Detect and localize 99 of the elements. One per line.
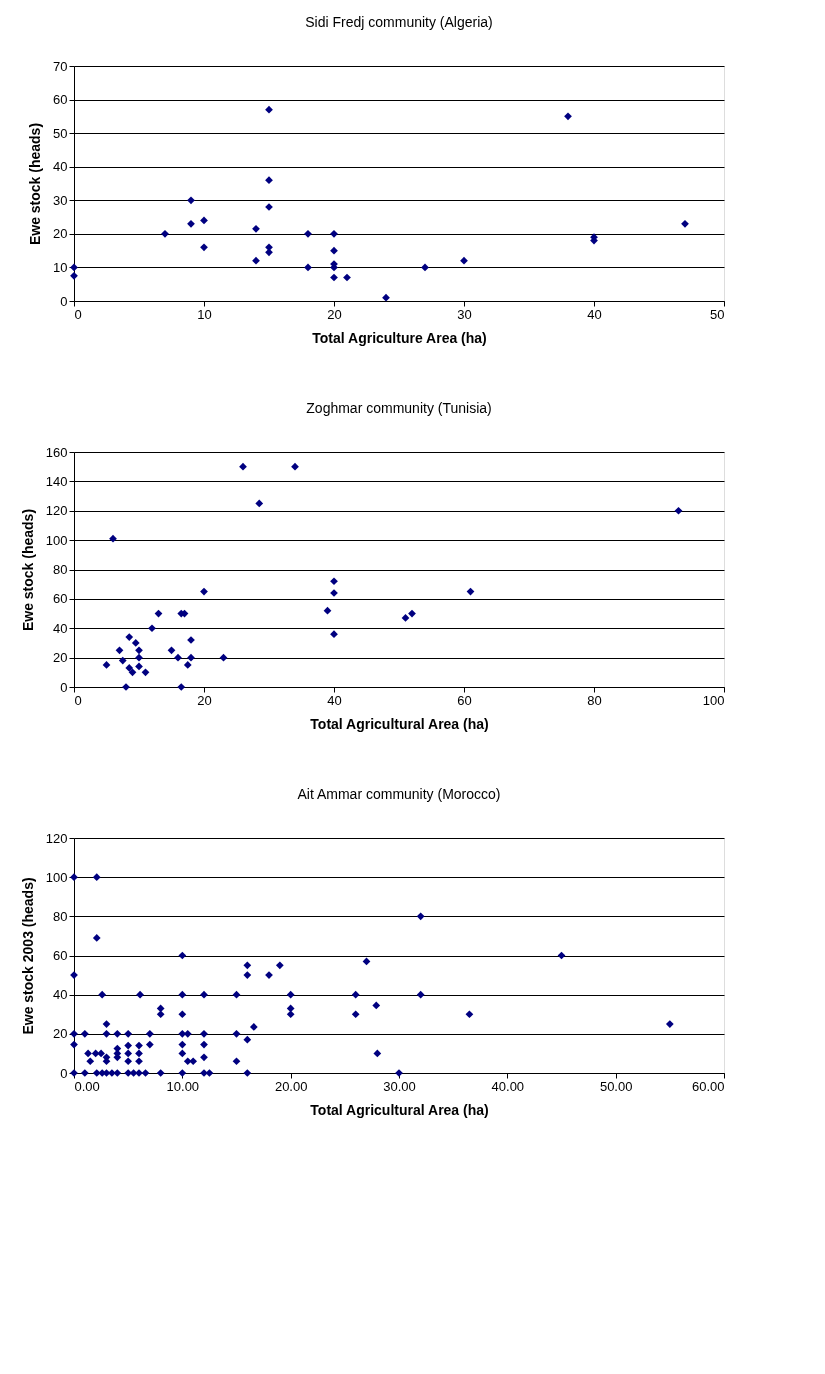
point <box>460 256 468 265</box>
point <box>109 534 117 543</box>
x-tick-label: 20 <box>327 306 342 322</box>
point <box>304 263 312 272</box>
x-tick-label: 50.00 <box>599 1078 633 1094</box>
x-tick-label: 0.00 <box>74 1078 100 1094</box>
y-tick-label: 20 <box>53 226 68 242</box>
y-tick-label: 40 <box>53 620 68 636</box>
point <box>200 243 208 252</box>
x-tick-label: 20.00 <box>274 1078 308 1094</box>
point <box>291 462 299 471</box>
point <box>265 176 273 185</box>
point <box>141 668 150 677</box>
point <box>135 662 143 671</box>
point <box>330 229 338 238</box>
point <box>252 224 260 233</box>
point <box>148 624 156 633</box>
y-tick-label: 0 <box>60 293 68 309</box>
point <box>177 683 186 691</box>
point <box>161 229 169 238</box>
point <box>401 614 410 622</box>
point <box>255 499 264 508</box>
y-tick-label: 30 <box>53 192 68 208</box>
y-axis-title: Ewe stock 2003 (heads) <box>19 877 36 1035</box>
y-tick-label: 140 <box>45 473 68 489</box>
x-tick-label: 50 <box>710 306 725 322</box>
x-tick-label: 40.00 <box>491 1078 525 1094</box>
y-tick-label: 60 <box>53 591 68 607</box>
point <box>187 219 195 228</box>
x-axis-title: Total Agricultural Area (ha) <box>310 715 489 732</box>
point <box>200 587 208 596</box>
point <box>167 646 176 655</box>
y-tick-label: 60 <box>53 948 68 963</box>
point <box>330 273 338 282</box>
point <box>408 609 416 618</box>
point <box>681 219 689 228</box>
point <box>564 112 572 121</box>
x-tick-label: 0 <box>74 692 82 708</box>
point <box>265 105 273 114</box>
point <box>304 229 312 238</box>
point <box>239 462 247 471</box>
y-tick-label: 20 <box>53 650 68 666</box>
y-tick-label: 60 <box>53 92 68 108</box>
x-tick-label: 100 <box>702 692 725 708</box>
x-tick-label: 80 <box>587 692 602 708</box>
y-tick-label: 100 <box>45 532 68 548</box>
y-tick-label: 100 <box>45 869 68 885</box>
chart-title: Sidi Fredj community (Algeria) <box>305 14 493 30</box>
point <box>330 246 338 255</box>
y-tick-label: 80 <box>53 562 68 577</box>
point <box>674 506 683 515</box>
x-tick-label: 40 <box>587 306 602 322</box>
y-tick-label: 0 <box>60 1065 68 1081</box>
point <box>252 256 260 265</box>
x-tick-label: 60.00 <box>691 1078 725 1094</box>
y-tick-label: 120 <box>45 503 68 519</box>
chart-title: Zoghmar community (Tunisia) <box>306 400 492 416</box>
point <box>382 293 390 302</box>
point <box>183 661 192 669</box>
x-axis-title: Total Agriculture Area (ha) <box>312 329 487 346</box>
point <box>187 196 195 205</box>
point <box>131 639 140 647</box>
point <box>265 248 273 257</box>
point <box>135 646 143 655</box>
x-tick-label: 30.00 <box>383 1078 416 1094</box>
y-tick-label: 10 <box>53 259 68 275</box>
y-tick-label: 0 <box>60 679 68 695</box>
point <box>343 273 351 282</box>
point <box>421 263 429 272</box>
chart-title: Ait Ammar community (Morocco) <box>297 786 501 802</box>
point <box>102 661 111 669</box>
y-tick-label: 80 <box>53 908 68 924</box>
point <box>330 577 338 586</box>
x-tick-label: 20 <box>197 692 212 708</box>
y-tick-label: 50 <box>53 125 68 141</box>
point <box>70 271 78 280</box>
x-tick-label: 60 <box>457 692 472 708</box>
point <box>174 653 182 662</box>
y-tick-label: 160 <box>45 444 68 460</box>
x-tick-label: 10.00 <box>166 1078 200 1094</box>
y-tick-label: 120 <box>45 830 68 846</box>
y-tick-label: 70 <box>53 58 68 74</box>
point <box>128 668 137 677</box>
y-tick-label: 20 <box>53 1026 68 1042</box>
x-axis-title: Total Agricultural Area (ha) <box>310 1101 489 1118</box>
x-tick-label: 10 <box>197 306 212 322</box>
point <box>135 653 143 662</box>
y-axis-title: Ewe stock (heads) <box>19 508 36 632</box>
y-axis-title: Ewe stock (heads) <box>27 122 44 246</box>
point <box>200 216 208 225</box>
point <box>187 653 195 662</box>
x-tick-label: 0 <box>74 306 82 322</box>
y-tick-label: 40 <box>53 987 68 1003</box>
y-tick-label: 40 <box>53 159 68 175</box>
x-tick-label: 40 <box>327 692 342 708</box>
point <box>118 656 127 665</box>
point <box>115 646 124 655</box>
x-tick-label: 30 <box>457 306 472 322</box>
point <box>125 633 134 641</box>
